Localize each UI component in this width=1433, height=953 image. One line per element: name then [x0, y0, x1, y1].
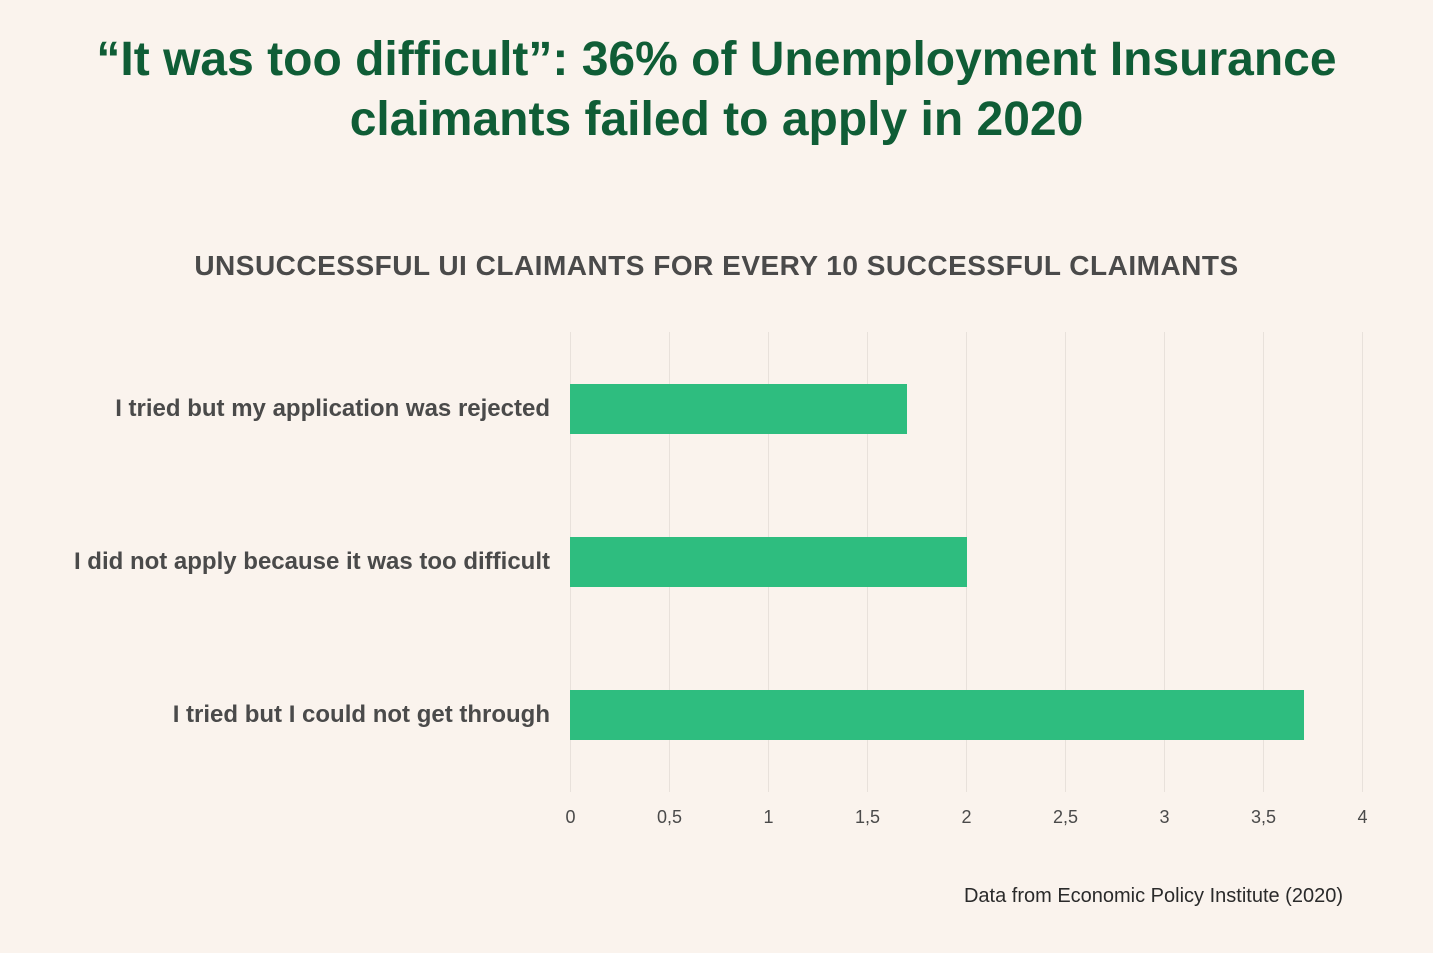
plot-area [570, 332, 1363, 792]
source-attribution: Data from Economic Policy Institute (202… [964, 885, 1343, 908]
x-tick-label: 2,5 [1053, 807, 1078, 828]
x-tick-label: 4 [1358, 807, 1368, 828]
x-tick: 0 [570, 807, 571, 828]
bar-row [570, 332, 1363, 485]
chart-subtitle: UNSUCCESSFUL UI CLAIMANTS FOR EVERY 10 S… [70, 250, 1363, 282]
bar [570, 384, 907, 434]
x-tick-label: 2 [962, 807, 972, 828]
bar [570, 690, 1304, 740]
x-tick-label: 3,5 [1251, 807, 1276, 828]
y-label: I did not apply because it was too diffi… [70, 485, 550, 638]
x-tick: 3 [1164, 807, 1165, 828]
y-labels-column: I tried but my application was rejected … [70, 332, 570, 792]
x-tick-label: 0 [566, 807, 576, 828]
x-tick: 1,5 [867, 807, 868, 828]
x-tick-label: 3 [1160, 807, 1170, 828]
x-tick-label: 0,5 [657, 807, 682, 828]
x-tick-label: 1 [764, 807, 774, 828]
x-ticks: 0 0,5 1 1,5 2 2,5 3 3,5 4 [570, 807, 1363, 828]
x-tick: 2,5 [1065, 807, 1066, 828]
chart-container: I tried but my application was rejected … [70, 332, 1363, 792]
x-tick: 3,5 [1263, 807, 1264, 828]
x-tick: 1 [768, 807, 769, 828]
bars-layer [570, 332, 1363, 792]
x-axis: 0 0,5 1 1,5 2 2,5 3 3,5 4 [70, 807, 1363, 828]
bar-row [570, 485, 1363, 638]
y-label: I tried but I could not get through [70, 639, 550, 792]
x-axis-spacer [70, 807, 570, 828]
bar-row [570, 639, 1363, 792]
x-tick-label: 1,5 [855, 807, 880, 828]
x-tick: 2 [966, 807, 967, 828]
x-tick: 0,5 [669, 807, 670, 828]
x-tick: 4 [1362, 807, 1363, 828]
bar [570, 537, 967, 587]
chart-title: “It was too difficult”: 36% of Unemploym… [70, 30, 1363, 150]
y-label: I tried but my application was rejected [70, 332, 550, 485]
